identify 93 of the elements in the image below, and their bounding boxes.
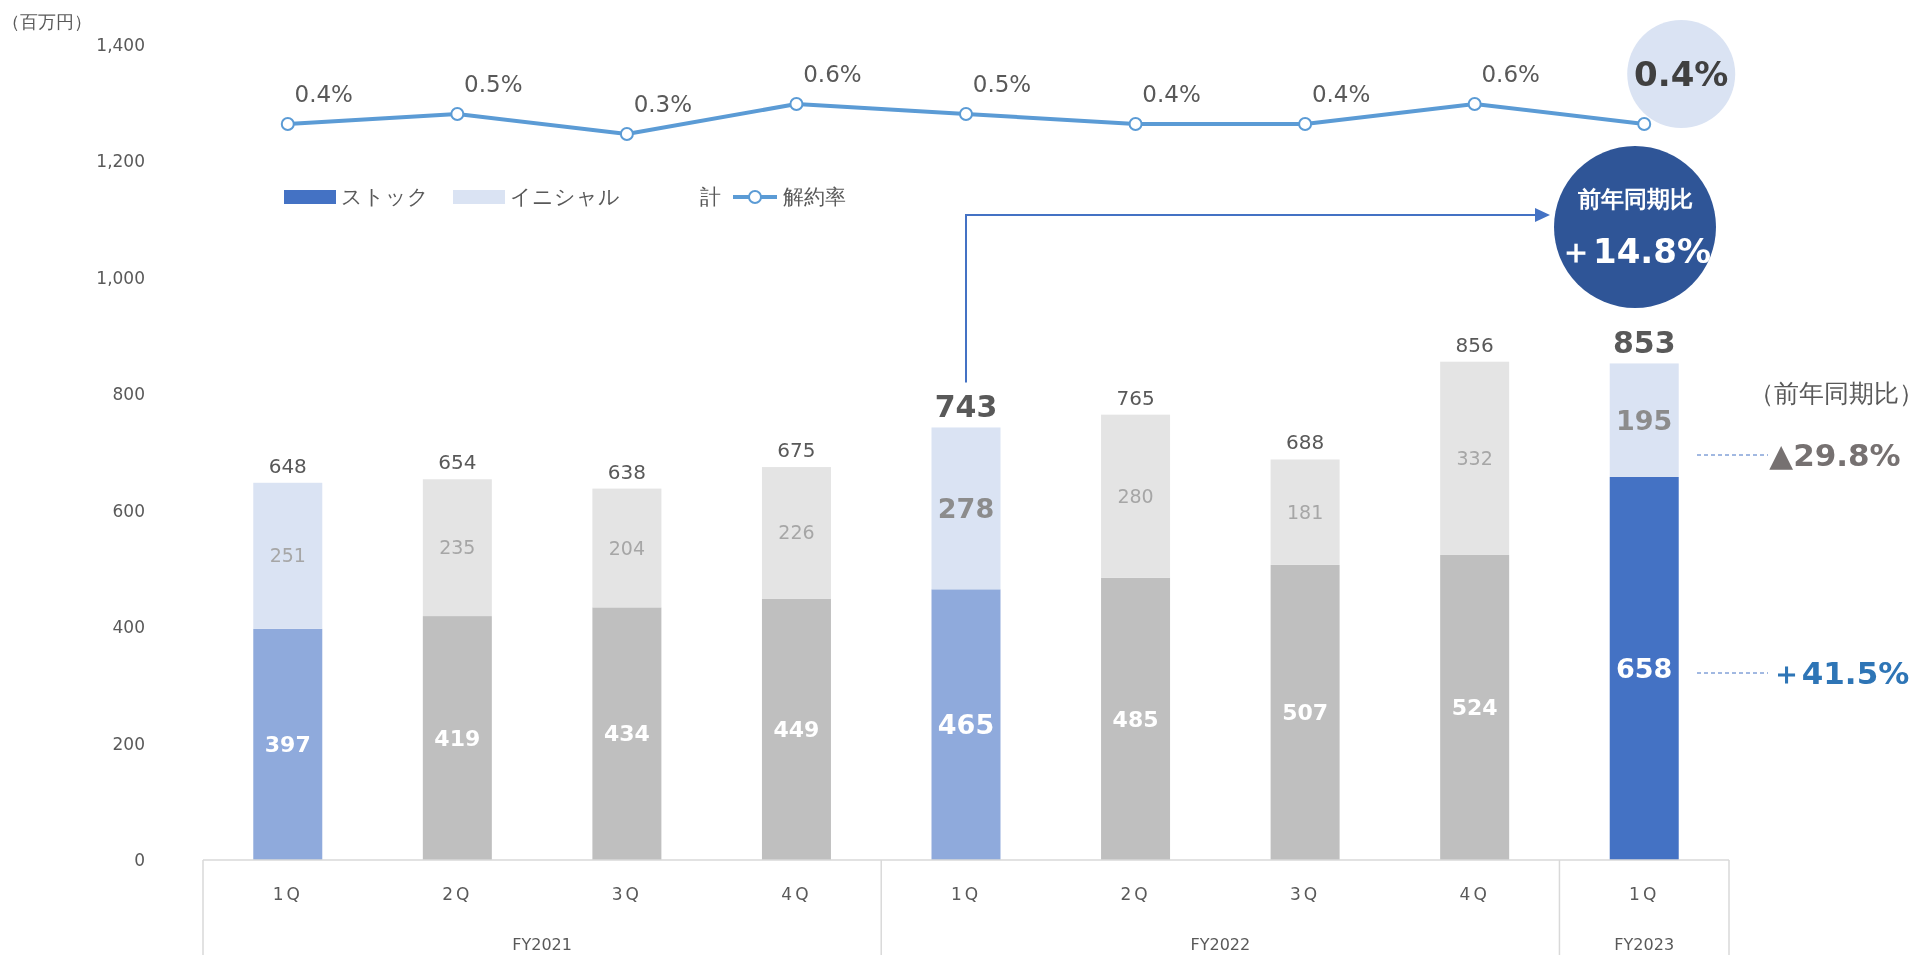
total-label: 648	[268, 453, 307, 478]
point	[1298, 117, 1313, 131]
x-tick-label: 1Q	[950, 884, 982, 904]
bar	[253, 628, 323, 860]
bar	[1440, 361, 1510, 555]
bar	[1101, 414, 1171, 578]
annotation: ＋14.8%	[1559, 231, 1711, 271]
data-label: 449	[773, 717, 820, 743]
bar	[1609, 363, 1679, 477]
data-label: 235	[439, 536, 476, 559]
data-label: 0.4%	[294, 81, 353, 107]
total-label: 638	[607, 459, 646, 484]
y-tick-label: 1,000	[96, 267, 145, 288]
y-tick-label: 400	[112, 617, 145, 638]
data-label: 419	[434, 725, 481, 751]
total-label: 856	[1455, 332, 1494, 357]
data-label: 332	[1456, 446, 1493, 469]
data-label: 658	[1616, 652, 1673, 684]
data-label: 0.6%	[803, 61, 862, 87]
data-label: 0.4%	[1634, 53, 1729, 94]
legend-label: 解約率	[783, 185, 846, 210]
text: FY2022	[1190, 935, 1251, 954]
x-tick-label: 4Q	[1459, 884, 1490, 904]
point	[959, 107, 973, 121]
legend-label: イニシャル	[510, 185, 620, 210]
bar	[422, 616, 492, 860]
y-tick-label: 1,400	[96, 34, 145, 55]
x-tick-label: 2Q	[442, 884, 473, 904]
bar	[592, 488, 662, 608]
text: ▲29.8%	[1769, 436, 1901, 473]
bar	[931, 589, 1001, 860]
data-label: 278	[937, 492, 995, 524]
point	[450, 107, 465, 121]
data-label: 524	[1451, 695, 1498, 721]
point	[619, 127, 634, 141]
data-label: 0.5%	[972, 71, 1032, 97]
text: ＋41.5%	[1770, 654, 1910, 691]
annotation: 計	[700, 185, 721, 210]
bar	[253, 482, 323, 629]
bar	[1270, 459, 1340, 565]
data-label: 181	[1286, 500, 1324, 523]
text: （前年同期比）	[1748, 379, 1924, 408]
x-tick-label: 3Q	[611, 884, 642, 904]
total-label: 654	[438, 450, 477, 475]
x-tick-label: 4Q	[781, 884, 812, 904]
bar	[592, 607, 662, 860]
data-label: 226	[778, 521, 815, 544]
data-label: 507	[1282, 700, 1329, 726]
data-label: 195	[1616, 404, 1673, 436]
x-tick-label: 3Q	[1290, 884, 1321, 904]
bar	[1609, 476, 1679, 860]
x-tick-label: 1Q	[1629, 884, 1660, 904]
point	[280, 117, 295, 131]
total-label: 853	[1612, 325, 1676, 361]
total-label: 675	[777, 438, 816, 463]
y-tick-label: 0	[134, 849, 145, 870]
bar	[761, 598, 831, 860]
data-label: 280	[1117, 484, 1154, 507]
bar	[931, 427, 1001, 590]
point	[1128, 117, 1143, 131]
data-label: 251	[269, 544, 306, 567]
data-label: 204	[608, 536, 646, 559]
x-tick-label: 2Q	[1120, 884, 1151, 904]
bar	[1440, 554, 1510, 860]
text: FY2021	[512, 935, 572, 954]
legend-label: ストック	[341, 185, 429, 210]
data-label: 0.4%	[1142, 81, 1201, 107]
data-label: 0.4%	[1311, 81, 1371, 107]
bar	[761, 467, 831, 599]
y-tick-label: 1,200	[96, 151, 145, 172]
data-label: 0.5%	[464, 71, 523, 97]
total-label: 743	[934, 389, 998, 425]
x-tick-label: 1Q	[272, 884, 303, 904]
data-label: 0.6%	[1481, 61, 1540, 87]
annotation: 前年同期比	[1576, 186, 1693, 212]
data-label: 465	[937, 709, 995, 741]
y-tick-label: 600	[112, 500, 145, 521]
point	[1637, 117, 1652, 131]
y-tick-label: 200	[112, 733, 145, 754]
data-label: 0.3%	[633, 91, 693, 117]
point	[1467, 97, 1482, 111]
bar	[1101, 577, 1171, 860]
point	[789, 97, 804, 111]
bar	[422, 479, 492, 617]
data-label: 485	[1112, 706, 1159, 732]
text: FY2023	[1614, 935, 1675, 954]
y-axis-title: （百万円）	[2, 11, 92, 32]
data-label: 397	[264, 732, 311, 758]
data-label: 434	[603, 721, 650, 747]
total-label: 688	[1286, 430, 1325, 455]
bar	[1270, 564, 1340, 860]
y-tick-label: 800	[112, 384, 145, 405]
total-label: 765	[1116, 385, 1155, 410]
